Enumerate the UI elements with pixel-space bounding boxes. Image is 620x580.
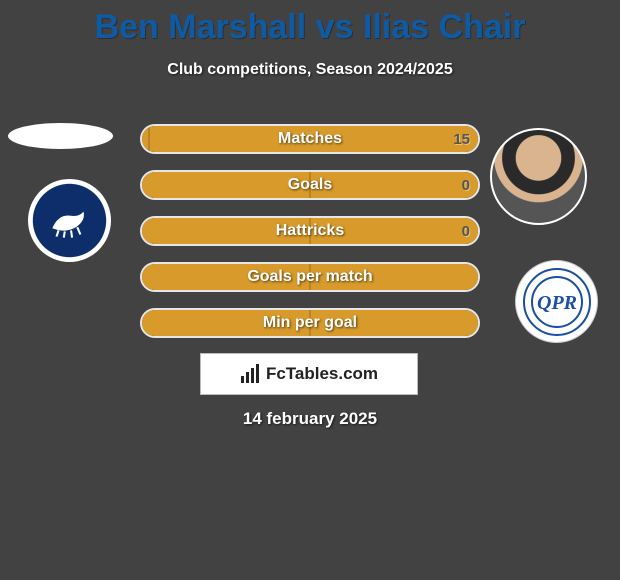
- stat-row: Min per goal: [140, 308, 480, 338]
- bar-fill-left: [142, 126, 149, 152]
- qpr-crest-icon: QPR: [522, 267, 592, 337]
- site-logo: FcTables.com: [200, 353, 418, 395]
- bar-track: [140, 124, 480, 154]
- bar-value-right: 0: [462, 216, 470, 246]
- player-right-photo: [490, 128, 587, 225]
- bar-fill-right: [310, 172, 478, 198]
- stat-row: 15Matches: [140, 124, 480, 154]
- bar-fill-right: [310, 218, 478, 244]
- stat-row: 0Goals: [140, 170, 480, 200]
- bar-fill-left: [142, 218, 310, 244]
- date-caption: 14 february 2025: [0, 409, 620, 429]
- bar-fill-right: [310, 310, 478, 336]
- player-left-photo: [8, 123, 113, 149]
- bar-fill-right: [149, 126, 478, 152]
- stat-row: Goals per match: [140, 262, 480, 292]
- bar-fill-right: [310, 264, 478, 290]
- bar-track: [140, 170, 480, 200]
- svg-text:QPR: QPR: [537, 292, 577, 314]
- stats-bars: 15Matches 0Goals 0Hattricks Goals per match…: [140, 124, 480, 354]
- bar-track: [140, 262, 480, 292]
- bar-fill-left: [142, 310, 310, 336]
- site-logo-text: FcTables.com: [266, 364, 378, 384]
- barchart-icon: [240, 364, 260, 384]
- club-crest-left: [28, 179, 111, 262]
- bar-fill-left: [142, 264, 310, 290]
- bar-track: [140, 216, 480, 246]
- bar-value-right: 0: [462, 170, 470, 200]
- page-title: Ben Marshall vs Ilias Chair: [0, 0, 620, 47]
- lion-icon: [44, 195, 96, 247]
- stat-row: 0Hattricks: [140, 216, 480, 246]
- subtitle: Club competitions, Season 2024/2025: [0, 61, 620, 79]
- bar-fill-left: [142, 172, 310, 198]
- club-crest-right: QPR: [515, 260, 598, 343]
- bar-track: [140, 308, 480, 338]
- bar-value-right: 15: [453, 124, 470, 154]
